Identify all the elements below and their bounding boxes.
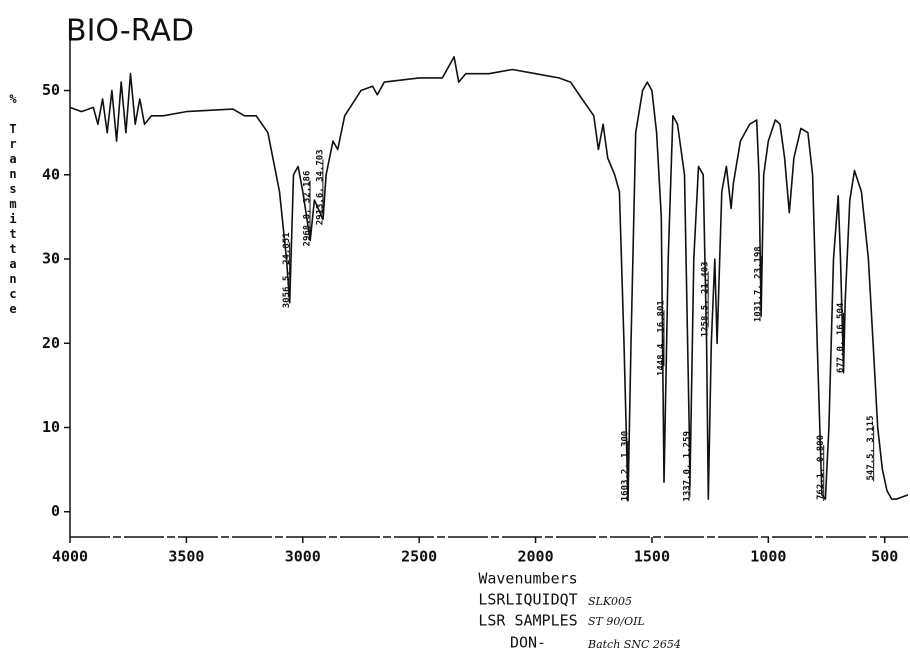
- y-axis-label: % Transmittance: [6, 92, 20, 317]
- peak-label: 1258.5, 21.403: [701, 261, 711, 337]
- x-axis-label: Wavenumbers: [478, 570, 577, 588]
- peak-label: 1448.4, 16.801: [656, 300, 666, 376]
- chart-title: BIO-RAD: [66, 14, 194, 49]
- y-tick-label: 50: [42, 81, 60, 99]
- peak-label: 1031.7, 23.198: [753, 246, 763, 322]
- y-tick-label: 10: [42, 418, 60, 436]
- x-tick-label: 1500: [634, 548, 670, 566]
- x-tick-label: 2000: [517, 548, 553, 566]
- x-tick-label: 500: [871, 548, 898, 566]
- y-tick-label: 0: [51, 502, 60, 520]
- x-tick-label: 3500: [168, 548, 204, 566]
- y-tick-label: 40: [42, 165, 60, 183]
- footer-line: LSR SAMPLES: [478, 612, 577, 630]
- footer-line: DON-: [510, 634, 546, 652]
- handwritten-note: ST 90/OIL: [588, 615, 645, 628]
- peak-label: 1603.2, 1.300: [620, 431, 630, 501]
- y-tick-label: 20: [42, 334, 60, 352]
- peak-label: 3056.5, 24.851: [282, 232, 292, 308]
- handwritten-note: Batch SNC 2654: [587, 638, 681, 651]
- peak-label: 762.1, 0.800: [816, 435, 826, 500]
- x-tick-label: 4000: [52, 548, 88, 566]
- y-tick-label: 30: [42, 250, 60, 268]
- footer-line: LSRLIQUIDQT: [478, 591, 577, 609]
- peak-label: 2913.6, 34.703: [315, 149, 325, 225]
- x-tick-label: 1000: [750, 548, 786, 566]
- peak-label: 2968.8, 32.186: [303, 171, 313, 247]
- x-tick-label: 2500: [401, 548, 437, 566]
- handwritten-note: SLK005: [588, 595, 632, 608]
- peak-label: 1337.0, 1.259: [682, 431, 692, 501]
- spectrum-line: [69, 56, 909, 502]
- x-tick-label: 3000: [285, 548, 321, 566]
- peak-label: 677.0, 16.504: [836, 302, 846, 373]
- peak-label: 547.5, 3.115: [866, 415, 876, 480]
